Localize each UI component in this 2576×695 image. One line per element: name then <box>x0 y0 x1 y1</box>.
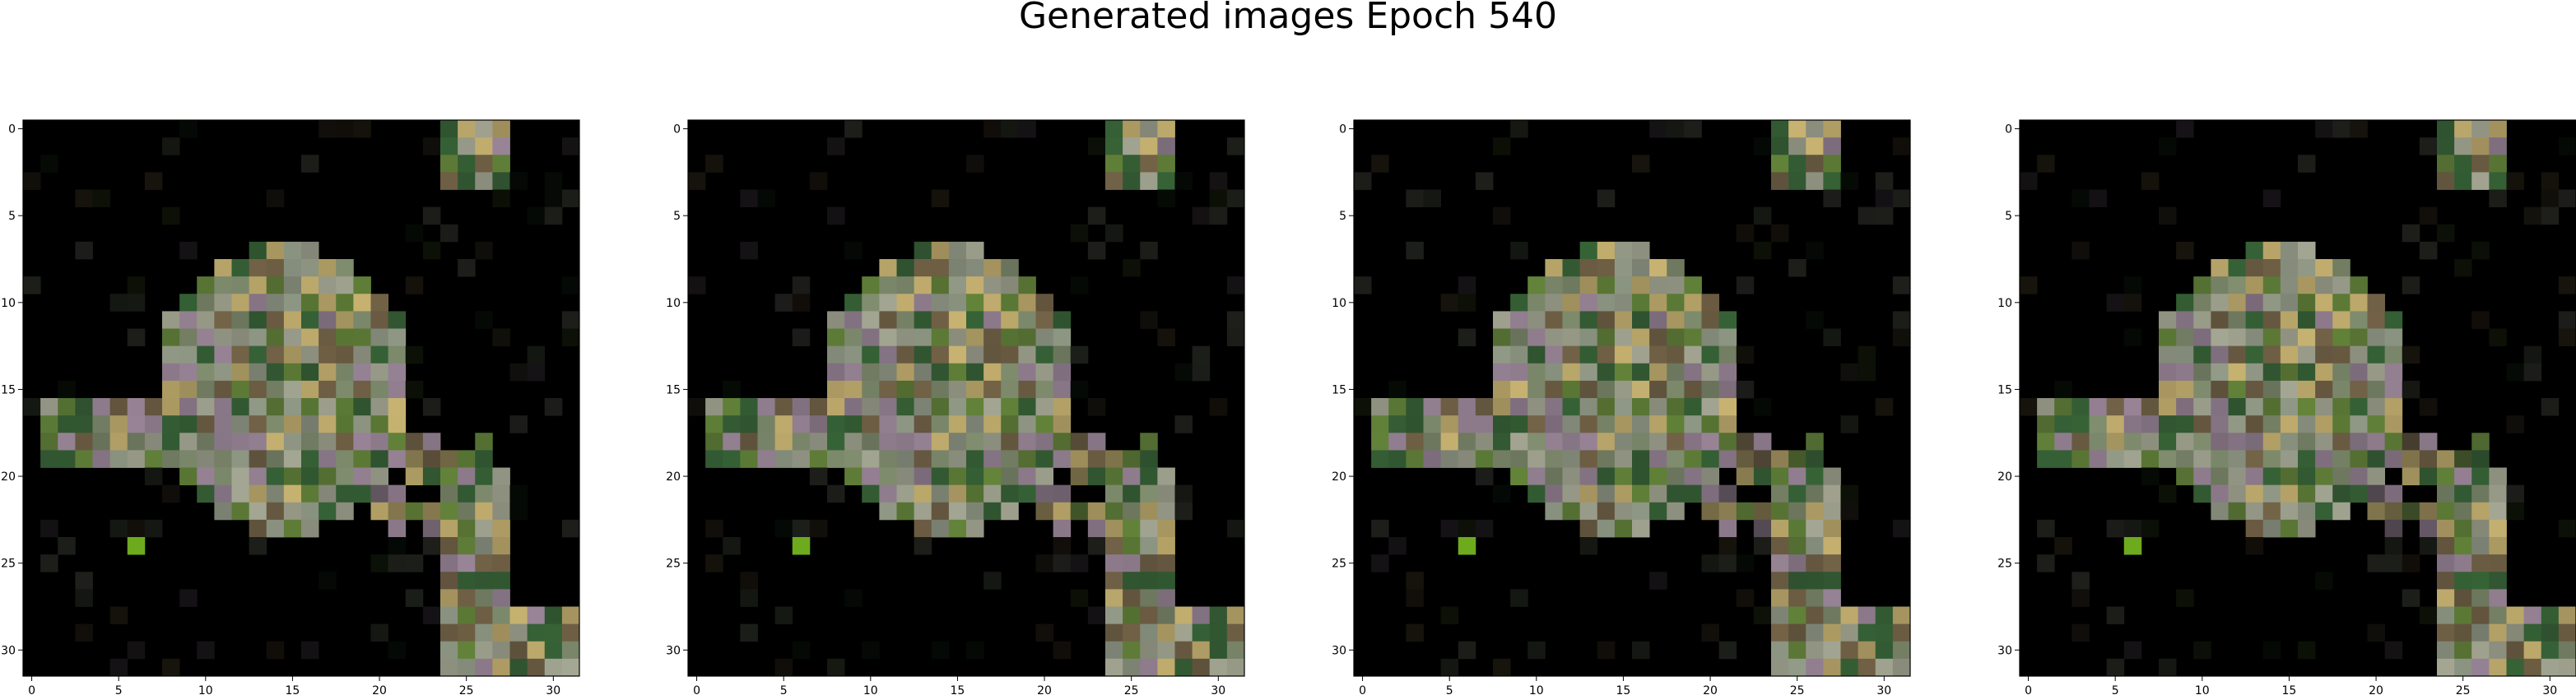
image-pixels <box>23 120 580 677</box>
x-tick-label: 0 <box>28 684 35 695</box>
y-tick-label: 5 <box>8 210 16 223</box>
y-tick-label: 0 <box>1339 123 1346 137</box>
axes-frame <box>687 119 1245 677</box>
y-tick-label: 30 <box>1332 644 1346 657</box>
y-tick-label: 0 <box>673 123 681 137</box>
x-tick-label: 5 <box>1446 684 1453 695</box>
y-tick-label: 15 <box>1332 383 1346 396</box>
axes-frame <box>22 119 580 677</box>
x-tick-label: 20 <box>2369 684 2383 695</box>
x-tick-label: 30 <box>2542 684 2557 695</box>
x-tick-label: 25 <box>1124 684 1139 695</box>
y-tick-label: 25 <box>1332 558 1346 571</box>
image-pixels <box>1354 120 1911 677</box>
x-tick-label: 10 <box>1529 684 1544 695</box>
y-tick-label: 30 <box>1997 644 2012 657</box>
axes-frame <box>1353 119 1911 677</box>
y-tick-label: 5 <box>1339 210 1346 223</box>
image-plot-1: 0 5 10 15 20 25 30 0 5 10 15 20 25 30 <box>1 119 580 695</box>
x-tick-label: 0 <box>2025 684 2032 695</box>
x-tick-label: 5 <box>2112 684 2119 695</box>
x-tick-label: 5 <box>780 684 788 695</box>
y-tick-label: 5 <box>2005 210 2012 223</box>
x-tick-label: 30 <box>1211 684 1225 695</box>
y-tick-label: 25 <box>1 558 16 571</box>
y-tick-label: 20 <box>1997 470 2012 484</box>
x-tick-label: 30 <box>1876 684 1891 695</box>
x-tick-label: 20 <box>372 684 387 695</box>
y-tick-label: 25 <box>666 558 681 571</box>
y-tick-label: 20 <box>1 470 16 484</box>
x-tick-label: 15 <box>2282 684 2297 695</box>
figure-title: Generated images Epoch 540 <box>1018 0 1558 37</box>
y-tick-label: 25 <box>1997 558 2012 571</box>
x-tick-label: 10 <box>198 684 213 695</box>
x-tick-label: 20 <box>1037 684 1052 695</box>
x-tick-label: 10 <box>863 684 878 695</box>
axes-frame <box>2019 119 2576 677</box>
x-tick-label: 15 <box>286 684 300 695</box>
x-tick-label: 5 <box>115 684 123 695</box>
x-tick-label: 15 <box>951 684 965 695</box>
y-tick-label: 30 <box>666 644 681 657</box>
y-tick-label: 15 <box>1997 383 2012 396</box>
y-tick-label: 10 <box>666 297 681 310</box>
image-panel-4: 0 5 10 15 20 25 30 0 5 10 15 20 25 30 <box>1997 117 2576 695</box>
image-panel-1: 0 5 10 15 20 25 30 0 5 10 15 20 25 30 <box>0 117 586 695</box>
image-plot-2: 0 5 10 15 20 25 30 0 5 10 15 20 25 30 <box>666 119 1245 695</box>
y-tick-label: 0 <box>2005 123 2012 137</box>
image-plot-4: 0 5 10 15 20 25 30 0 5 10 15 20 25 30 <box>1997 119 2576 695</box>
y-tick-label: 15 <box>666 383 681 396</box>
y-tick-label: 10 <box>1997 297 2012 310</box>
image-pixels <box>2020 120 2576 677</box>
y-tick-label: 5 <box>673 210 681 223</box>
image-panel-2: 0 5 10 15 20 25 30 0 5 10 15 20 25 30 <box>665 117 1251 695</box>
x-tick-label: 15 <box>1616 684 1631 695</box>
x-tick-label: 25 <box>2456 684 2471 695</box>
image-pixels <box>688 120 1245 677</box>
y-tick-label: 10 <box>1332 297 1346 310</box>
y-tick-label: 15 <box>1 383 16 396</box>
y-tick-label: 30 <box>1 644 16 657</box>
x-tick-label: 25 <box>1790 684 1805 695</box>
image-plot-3: 0 5 10 15 20 25 30 0 5 10 15 20 25 30 <box>1332 119 1911 695</box>
x-tick-label: 20 <box>1703 684 1718 695</box>
image-panel-3: 0 5 10 15 20 25 30 0 5 10 15 20 25 30 <box>1331 117 1917 695</box>
x-tick-label: 10 <box>2195 684 2210 695</box>
y-tick-label: 20 <box>666 470 681 484</box>
x-tick-label: 30 <box>546 684 560 695</box>
y-tick-label: 0 <box>8 123 16 137</box>
y-tick-label: 10 <box>1 297 16 310</box>
x-tick-label: 25 <box>459 684 474 695</box>
x-tick-label: 0 <box>693 684 700 695</box>
y-tick-label: 20 <box>1332 470 1346 484</box>
x-tick-label: 0 <box>1359 684 1366 695</box>
